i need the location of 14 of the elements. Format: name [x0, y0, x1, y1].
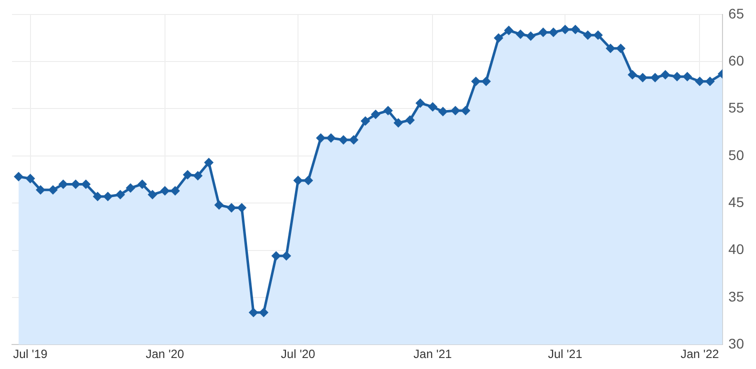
x-tick-label: Jan '22: [680, 347, 720, 362]
y-tick-label: 55: [728, 100, 744, 116]
y-tick-label: 30: [728, 335, 744, 352]
y-tick-label: 60: [728, 52, 744, 68]
y-tick-label: 45: [728, 194, 744, 210]
x-tick-label: Jan '20: [146, 347, 184, 362]
y-tick-label: 35: [728, 288, 744, 304]
y-tick-label: 65: [728, 5, 744, 22]
x-tick-label: Jul '20: [280, 347, 316, 362]
x-tick-label: Jul '19: [13, 347, 48, 362]
x-tick-label: Jul '21: [548, 347, 583, 362]
y-tick-label: 50: [728, 146, 744, 163]
y-tick-label: 40: [728, 241, 744, 258]
x-tick-label: Jan '21: [414, 347, 452, 362]
